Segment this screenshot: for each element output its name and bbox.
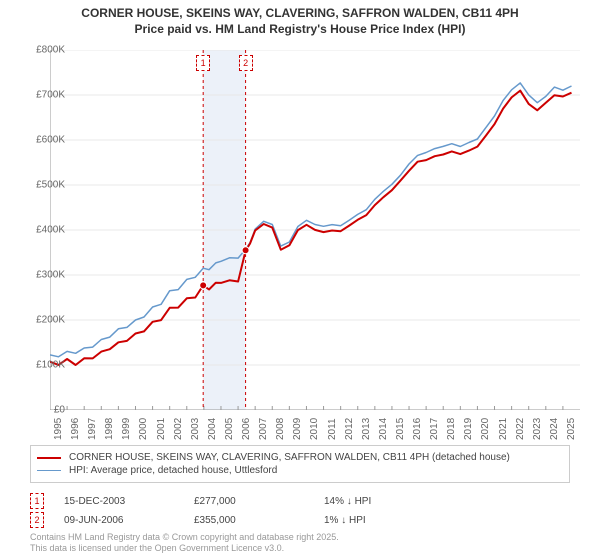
chart-marker-2: 2	[239, 55, 253, 71]
legend-swatch-2	[37, 470, 61, 471]
plot-area	[50, 50, 580, 410]
x-tick-label: 2007	[258, 418, 269, 440]
x-tick-label: 2018	[446, 418, 457, 440]
legend-swatch-1	[37, 457, 61, 459]
y-tick-label: £200K	[36, 315, 65, 326]
x-tick-label: 1995	[53, 418, 64, 440]
x-tick-label: 1998	[104, 418, 115, 440]
x-tick-label: 2023	[532, 418, 543, 440]
x-tick-label: 2012	[344, 418, 355, 440]
y-tick-label: £100K	[36, 360, 65, 371]
x-tick-label: 2005	[224, 418, 235, 440]
row-price-1: £277,000	[194, 496, 324, 507]
x-tick-label: 2021	[498, 418, 509, 440]
table-row: 2 09-JUN-2006 £355,000 1% ↓ HPI	[30, 512, 570, 528]
legend-label-1: CORNER HOUSE, SKEINS WAY, CLAVERING, SAF…	[69, 452, 510, 463]
x-tick-label: 2024	[549, 418, 560, 440]
row-price-2: £355,000	[194, 515, 324, 526]
row-date-1: 15-DEC-2003	[64, 496, 194, 507]
chart-container: CORNER HOUSE, SKEINS WAY, CLAVERING, SAF…	[0, 0, 600, 560]
row-marker-2: 2	[30, 512, 44, 528]
table-row: 1 15-DEC-2003 £277,000 14% ↓ HPI	[30, 493, 570, 509]
x-tick-label: 2003	[190, 418, 201, 440]
attribution-line-1: Contains HM Land Registry data © Crown c…	[30, 532, 339, 542]
row-marker-1: 1	[30, 493, 44, 509]
chart-svg	[50, 50, 580, 410]
chart-title: CORNER HOUSE, SKEINS WAY, CLAVERING, SAF…	[0, 0, 600, 37]
y-tick-label: £400K	[36, 225, 65, 236]
x-tick-label: 2015	[395, 418, 406, 440]
attribution-line-2: This data is licensed under the Open Gov…	[30, 543, 284, 553]
transactions-table: 1 15-DEC-2003 £277,000 14% ↓ HPI 2 09-JU…	[30, 490, 570, 531]
row-delta-1: 14% ↓ HPI	[324, 496, 454, 507]
x-tick-label: 2002	[173, 418, 184, 440]
x-tick-label: 2010	[309, 418, 320, 440]
x-tick-label: 1996	[70, 418, 81, 440]
x-tick-label: 1997	[87, 418, 98, 440]
x-tick-label: 2000	[138, 418, 149, 440]
x-tick-label: 2014	[378, 418, 389, 440]
x-tick-label: 2009	[292, 418, 303, 440]
chart-marker-1: 1	[196, 55, 210, 71]
legend-label-2: HPI: Average price, detached house, Uttl…	[69, 465, 277, 476]
x-tick-label: 2008	[275, 418, 286, 440]
y-tick-label: £0	[54, 405, 65, 416]
legend-box: CORNER HOUSE, SKEINS WAY, CLAVERING, SAF…	[30, 445, 570, 483]
x-tick-label: 2016	[412, 418, 423, 440]
title-line-2: Price paid vs. HM Land Registry's House …	[135, 22, 466, 36]
x-tick-label: 2017	[429, 418, 440, 440]
title-line-1: CORNER HOUSE, SKEINS WAY, CLAVERING, SAF…	[81, 6, 518, 20]
x-tick-label: 2020	[480, 418, 491, 440]
x-tick-label: 2004	[207, 418, 218, 440]
y-tick-label: £600K	[36, 135, 65, 146]
x-tick-label: 2013	[361, 418, 372, 440]
legend-item-1: CORNER HOUSE, SKEINS WAY, CLAVERING, SAF…	[37, 452, 563, 463]
y-tick-label: £500K	[36, 180, 65, 191]
x-tick-label: 2019	[463, 418, 474, 440]
x-tick-label: 2006	[241, 418, 252, 440]
y-tick-label: £700K	[36, 90, 65, 101]
x-tick-label: 2025	[566, 418, 577, 440]
row-date-2: 09-JUN-2006	[64, 515, 194, 526]
y-tick-label: £300K	[36, 270, 65, 281]
x-tick-label: 2011	[327, 418, 338, 440]
y-tick-label: £800K	[36, 45, 65, 56]
row-delta-2: 1% ↓ HPI	[324, 515, 454, 526]
x-tick-label: 1999	[121, 418, 132, 440]
attribution: Contains HM Land Registry data © Crown c…	[30, 532, 339, 554]
x-tick-label: 2001	[156, 418, 167, 440]
legend-item-2: HPI: Average price, detached house, Uttl…	[37, 465, 563, 476]
x-tick-label: 2022	[515, 418, 526, 440]
